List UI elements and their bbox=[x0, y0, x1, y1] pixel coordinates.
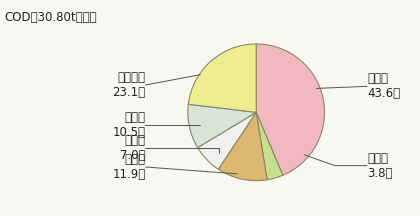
Wedge shape bbox=[256, 44, 325, 175]
Text: COD（30.80t／日）: COD（30.80t／日） bbox=[4, 11, 97, 24]
Text: 畜産系
11.9％: 畜産系 11.9％ bbox=[112, 153, 145, 181]
Wedge shape bbox=[198, 112, 256, 169]
Text: 水産系
7.0％: 水産系 7.0％ bbox=[120, 134, 145, 162]
Text: 農地系
10.5％: 農地系 10.5％ bbox=[113, 111, 145, 139]
Wedge shape bbox=[256, 112, 283, 180]
Wedge shape bbox=[188, 104, 256, 148]
Wedge shape bbox=[218, 112, 267, 181]
Text: 産業系
3.8％: 産業系 3.8％ bbox=[367, 152, 392, 180]
Text: 生活系
43.6％: 生活系 43.6％ bbox=[367, 72, 400, 100]
Wedge shape bbox=[188, 44, 256, 112]
Text: その他系
23.1％: その他系 23.1％ bbox=[112, 71, 145, 99]
